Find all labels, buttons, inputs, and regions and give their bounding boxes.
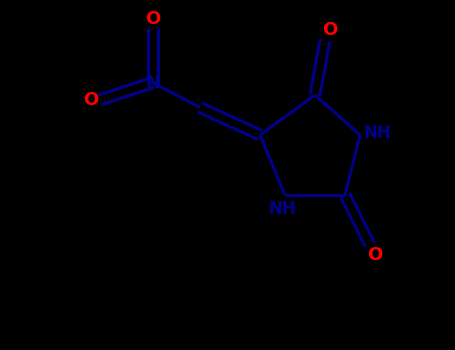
Text: O: O	[145, 9, 160, 28]
Text: O: O	[323, 21, 338, 39]
Text: NH: NH	[364, 124, 391, 141]
Text: NH: NH	[268, 200, 296, 218]
Text: O: O	[367, 246, 383, 264]
Text: N: N	[145, 74, 160, 91]
Text: O: O	[83, 91, 99, 109]
